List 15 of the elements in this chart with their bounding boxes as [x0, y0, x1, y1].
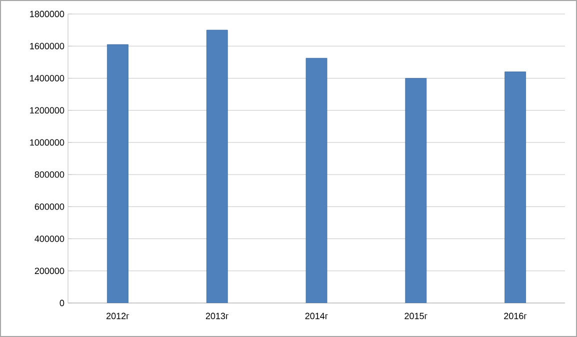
x-tick-label: 2012г — [106, 312, 130, 320]
y-tick-label: 1400000 — [30, 75, 64, 82]
x-tick-label: 2013г — [206, 312, 228, 320]
y-tick-label: 600000 — [34, 203, 64, 210]
x-tick-label: 2015г — [404, 312, 428, 320]
y-tick-label: 1200000 — [30, 107, 64, 114]
y-tick-label: 0 — [60, 300, 64, 306]
x-tick-label: 2016г — [504, 312, 527, 320]
y-tick-label: 200000 — [34, 268, 64, 274]
y-tick-label: 400000 — [34, 236, 64, 242]
y-tick-label: 1600000 — [30, 42, 64, 50]
y-tick-label: 800000 — [34, 171, 64, 178]
y-tick-label: 1800000 — [30, 10, 64, 18]
x-tick-label: 2014г — [305, 312, 328, 320]
y-tick-label: 1000000 — [30, 139, 64, 146]
